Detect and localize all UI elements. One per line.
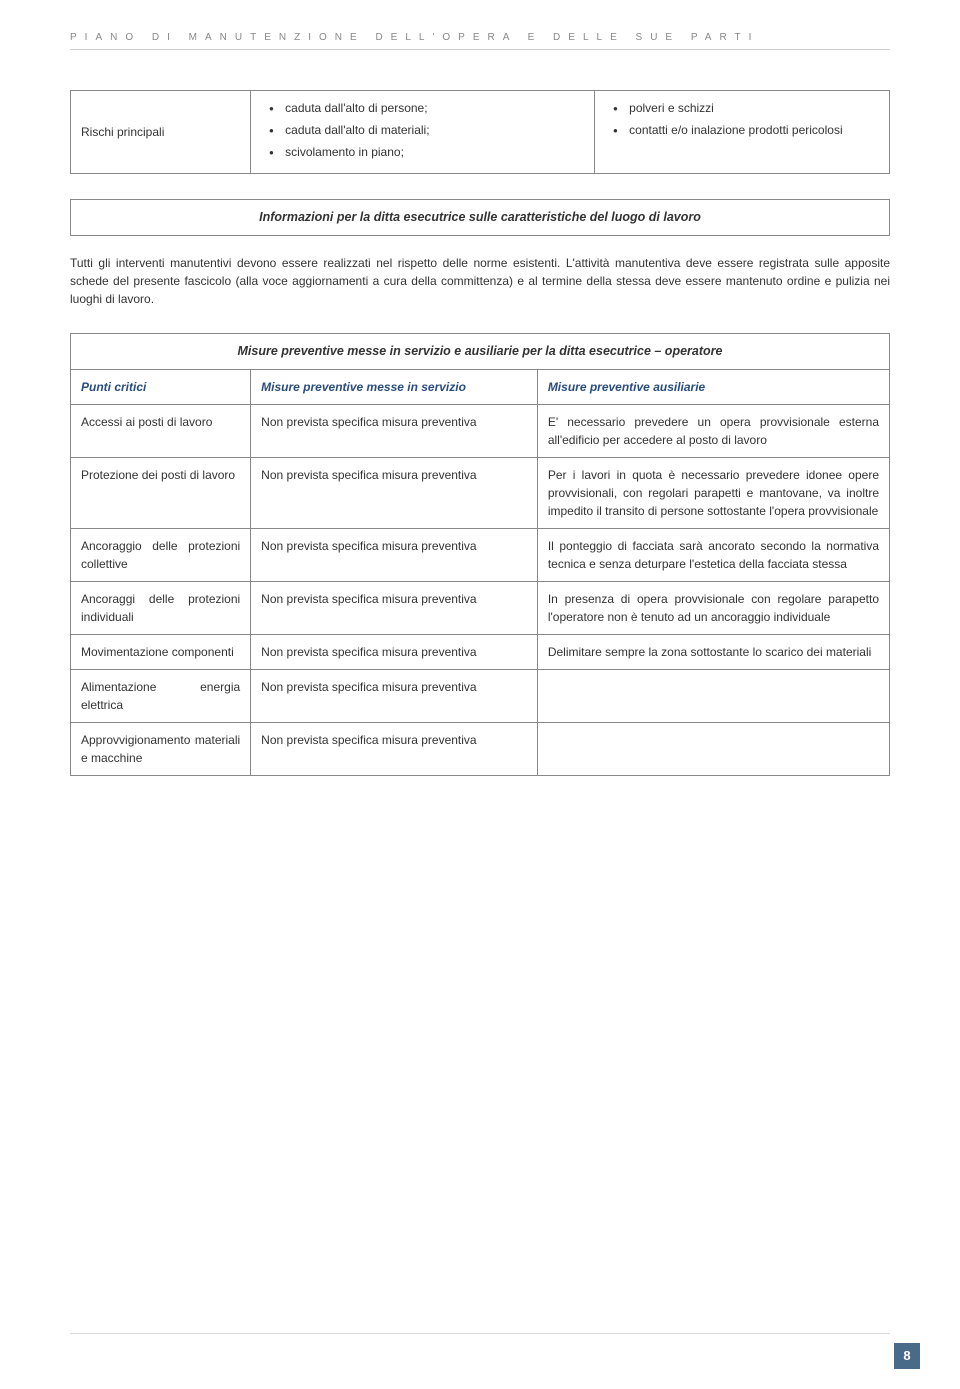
table-cell: Per i lavori in quota è necessario preve… [537,457,889,528]
table-row: Alimentazione energia elettricaNon previ… [71,669,890,722]
table-cell: Delimitare sempre la zona sottostante lo… [537,634,889,669]
table-cell: Non prevista specifica misura preventiva [251,669,538,722]
list-item: contatti e/o inalazione prodotti pericol… [605,121,879,139]
table-row: Movimentazione componentiNon prevista sp… [71,634,890,669]
table-cell: Protezione dei posti di lavoro [71,457,251,528]
list-item: caduta dall'alto di persone; [261,99,584,117]
table-row: Ancoraggi delle protezioni individualiNo… [71,581,890,634]
table-body: Accessi ai posti di lavoroNon prevista s… [71,404,890,775]
list-item: polveri e schizzi [605,99,879,117]
table-cell [537,669,889,722]
table-cell: Ancoraggi delle protezioni individuali [71,581,251,634]
table-title-row: Misure preventive messe in servizio e au… [71,333,890,369]
table-cell: Non prevista specifica misura preventiva [251,722,538,775]
header-c2: Misure preventive messe in servizio [251,369,538,404]
page-header: PIANO DI MANUTENZIONE DELL'OPERA E DELLE… [70,30,890,50]
measures-table: Misure preventive messe in servizio e au… [70,333,890,776]
risks-col3: polveri e schizzi contatti e/o inalazion… [595,91,890,174]
list-item: scivolamento in piano; [261,143,584,161]
table-cell: Non prevista specifica misura preventiva [251,528,538,581]
table-cell: E' necessario prevedere un opera provvis… [537,404,889,457]
table-cell: Il ponteggio di facciata sarà ancorato s… [537,528,889,581]
table-cell: Accessi ai posti di lavoro [71,404,251,457]
header-c1: Punti critici [71,369,251,404]
footer-line [70,1333,890,1334]
list-item: caduta dall'alto di materiali; [261,121,584,139]
risks-col2: caduta dall'alto di persone; caduta dall… [251,91,595,174]
table-row: Ancoraggio delle protezioni collettiveNo… [71,528,890,581]
info-box: Informazioni per la ditta esecutrice sul… [70,199,890,236]
table-cell: Non prevista specifica misura preventiva [251,581,538,634]
table-row: Approvvigionamento materiali e macchineN… [71,722,890,775]
page-number-badge: 8 [894,1343,920,1369]
table-cell: Movimentazione componenti [71,634,251,669]
risks-table: Rischi principali caduta dall'alto di pe… [70,90,890,174]
body-paragraph: Tutti gli interventi manutentivi devono … [70,254,890,308]
table-row: Protezione dei posti di lavoroNon previs… [71,457,890,528]
table-header-row: Punti critici Misure preventive messe in… [71,369,890,404]
table-cell: Non prevista specifica misura preventiva [251,457,538,528]
table-cell: Ancoraggio delle protezioni collettive [71,528,251,581]
table-cell [537,722,889,775]
table-cell: Alimentazione energia elettrica [71,669,251,722]
risks-list-left: caduta dall'alto di persone; caduta dall… [261,99,584,161]
table-cell: Non prevista specifica misura preventiva [251,634,538,669]
table-cell: Approvvigionamento materiali e macchine [71,722,251,775]
table-title: Misure preventive messe in servizio e au… [71,333,890,369]
table-row: Accessi ai posti di lavoroNon prevista s… [71,404,890,457]
risks-list-right: polveri e schizzi contatti e/o inalazion… [605,99,879,139]
risks-label-cell: Rischi principali [71,91,251,174]
table-cell: Non prevista specifica misura preventiva [251,404,538,457]
page: PIANO DI MANUTENZIONE DELL'OPERA E DELLE… [0,0,960,1389]
header-c3: Misure preventive ausiliarie [537,369,889,404]
table-cell: In presenza di opera provvisionale con r… [537,581,889,634]
